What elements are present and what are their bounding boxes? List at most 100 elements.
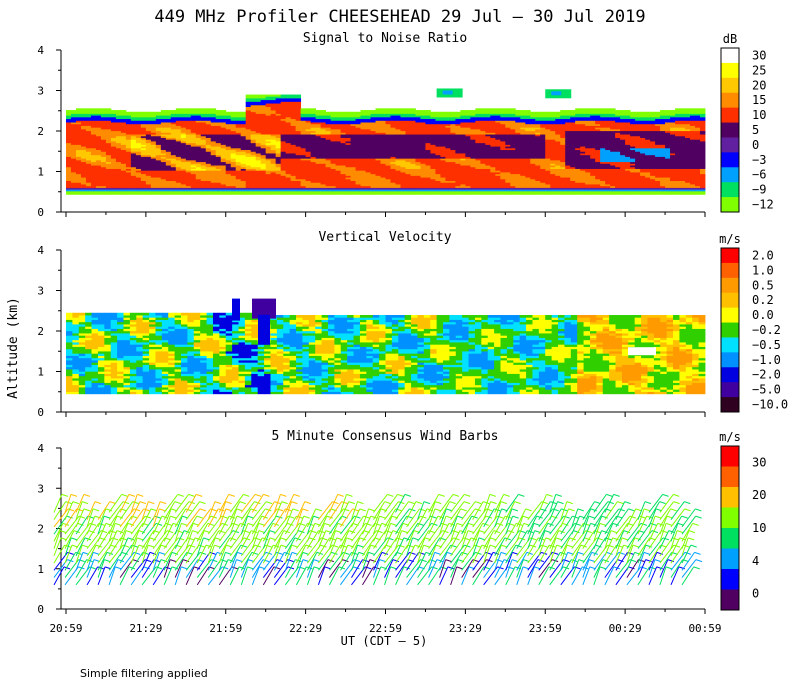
- snr-cell: [410, 163, 416, 166]
- snr-cell: [195, 134, 202, 137]
- snr-cell: [165, 175, 172, 178]
- snr-cell: [275, 158, 282, 161]
- snr-cell: [255, 113, 262, 116]
- snr-cell: [400, 159, 406, 163]
- snr-cell: [130, 190, 137, 194]
- snr-cell: [270, 190, 277, 194]
- snr-cell: [430, 161, 436, 164]
- snr-cell: [205, 139, 212, 142]
- snr-cell: [495, 141, 501, 144]
- snr-cell: [160, 110, 167, 113]
- snr-cell: [165, 184, 172, 187]
- snr-cell: [355, 144, 361, 147]
- snr-cell: [66, 192, 72, 195]
- snr-cell: [335, 177, 341, 180]
- snr-cell: [100, 178, 107, 182]
- snr-cell: [285, 127, 292, 130]
- snr-cell: [455, 182, 461, 185]
- snr-cell: [415, 125, 421, 128]
- snr-cell: [300, 111, 307, 114]
- snr-cell: [100, 170, 107, 173]
- snr-cell: [465, 113, 471, 116]
- snr-cell: [215, 163, 222, 166]
- snr-cell: [445, 189, 451, 192]
- snr-cell: [405, 116, 411, 120]
- snr-cell: [510, 147, 516, 151]
- snr-cell: [185, 175, 192, 178]
- snr-cell: [245, 139, 252, 142]
- snr-cell: [75, 110, 82, 113]
- snr-cell: [285, 111, 292, 114]
- snr-cell: [315, 151, 322, 154]
- snr-cell: [460, 139, 466, 142]
- snr-cell: [350, 158, 356, 161]
- snr-cell: [170, 122, 177, 125]
- snr-cell: [470, 113, 476, 116]
- snr-cell: [515, 116, 521, 120]
- snr-cell: [245, 190, 252, 194]
- snr-cell: [140, 184, 147, 187]
- snr-cell: [90, 153, 97, 156]
- snr-cell: [130, 182, 137, 185]
- snr-cell: [440, 173, 446, 176]
- snr-cell: [505, 168, 511, 171]
- snr-cell: [245, 184, 252, 187]
- snr-cell: [400, 151, 406, 154]
- snr-cell: [310, 153, 317, 156]
- snr-cell: [435, 122, 441, 125]
- snr-cell: [265, 177, 272, 180]
- snr-cell: [230, 134, 237, 137]
- snr-cell: [470, 159, 476, 163]
- snr-cell: [170, 163, 177, 166]
- snr-cell: [300, 110, 307, 113]
- snr-cell: [260, 156, 267, 159]
- snr-cell: [255, 118, 262, 121]
- snr-cell: [400, 146, 406, 149]
- snr-cell: [490, 192, 496, 195]
- snr-cell: [335, 172, 341, 175]
- snr-cell: [140, 122, 147, 125]
- snr-cell: [80, 147, 87, 151]
- snr-cell: [235, 163, 242, 166]
- snr-cell: [120, 161, 127, 164]
- snr-cell: [525, 141, 531, 144]
- snr-cell: [185, 135, 192, 138]
- snr-cell: [165, 168, 172, 171]
- snr-cell: [290, 122, 297, 125]
- snr-cell: [200, 175, 207, 178]
- snr-cell: [435, 156, 441, 159]
- snr-cell: [250, 118, 257, 121]
- snr-cell: [125, 118, 132, 121]
- snr-cell: [175, 173, 182, 176]
- snr-cell: [290, 127, 297, 130]
- snr-cell: [135, 132, 142, 135]
- snr-cell: [185, 161, 192, 164]
- snr-cell: [375, 178, 381, 182]
- snr-cell: [175, 123, 182, 126]
- snr-cell: [535, 182, 541, 185]
- snr-cell: [420, 151, 426, 154]
- snr-cell: [345, 172, 351, 175]
- snr-cell: [205, 111, 212, 114]
- snr-cell: [110, 172, 117, 175]
- snr-cell: [370, 120, 376, 123]
- snr-cell: [305, 113, 312, 116]
- snr-cell: [360, 144, 366, 147]
- snr-cell: [355, 180, 361, 183]
- snr-cell: [415, 177, 421, 180]
- snr-cell: [385, 156, 391, 159]
- snr-cell: [345, 156, 351, 159]
- snr-cell: [80, 182, 87, 185]
- snr-cell: [135, 190, 142, 194]
- snr-cell: [460, 172, 466, 175]
- snr-cell: [95, 111, 102, 114]
- snr-cell: [305, 130, 312, 133]
- snr-cell: [270, 110, 277, 113]
- snr-cell: [80, 149, 87, 152]
- snr-cell: [85, 142, 92, 145]
- snr-cell: [175, 190, 182, 194]
- snr-cell: [160, 113, 167, 116]
- snr-cell: [165, 153, 172, 156]
- snr-cell: [515, 168, 521, 171]
- snr-cell: [420, 123, 426, 126]
